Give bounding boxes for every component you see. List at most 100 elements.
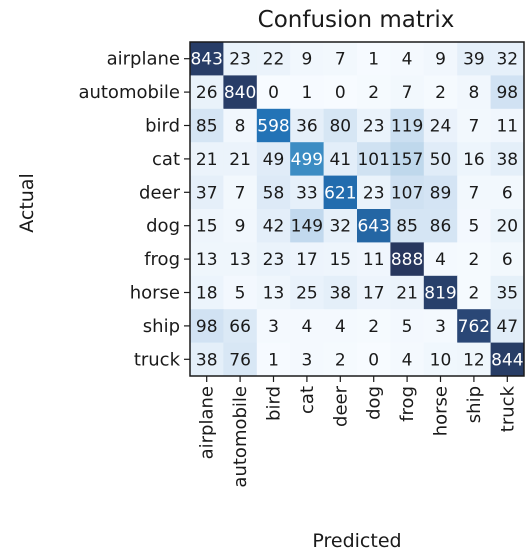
x-tick-label: frog	[397, 386, 418, 422]
x-axis-ticks: airplane automobile bird cat deer dog frog hors…	[197, 376, 518, 488]
cell-value-label: 39	[463, 50, 485, 70]
heatmap-cell	[323, 75, 358, 110]
cell-value-label: 13	[196, 250, 218, 270]
cell-value-label: 16	[463, 150, 485, 170]
y-axis-ticks: airplane automobile bird cat deer dog frog hors…	[78, 49, 190, 370]
cell-value-label: 38	[329, 284, 351, 304]
cell-value-label: 80	[329, 117, 351, 137]
heatmap-cell	[357, 75, 391, 110]
heatmap-cell	[490, 142, 525, 177]
heatmap-cell	[190, 342, 224, 377]
x-tick-label: dog	[364, 386, 385, 420]
cell-value-label: 6	[502, 250, 513, 270]
heatmap-cell	[256, 242, 291, 277]
y-tick-label: ship	[143, 316, 180, 337]
cell-value-label: 98	[196, 317, 218, 337]
cell-value-label: 49	[263, 150, 285, 170]
heatmap-cell	[490, 342, 525, 377]
heatmap-cell	[323, 142, 358, 177]
heatmap-cell	[357, 108, 391, 143]
y-tick-label: airplane	[107, 49, 180, 70]
heatmap-cell	[290, 42, 325, 76]
cell-value-label: 1	[301, 83, 312, 103]
heatmap-cell	[290, 142, 325, 177]
cell-value-label: 36	[296, 117, 318, 137]
heatmap-cell	[390, 275, 425, 310]
x-tick-label: airplane	[197, 386, 218, 459]
cell-value-label: 7	[402, 83, 413, 103]
cell-value-label: 2	[335, 350, 346, 370]
heatmap-cell	[490, 175, 525, 210]
cell-value-label: 149	[291, 217, 323, 237]
cell-value-label: 21	[229, 150, 251, 170]
cell-value-label: 66	[229, 317, 251, 337]
heatmap-cells	[190, 42, 525, 377]
heatmap-cell	[256, 275, 291, 310]
heatmap-cell	[423, 242, 458, 277]
cell-value-label: 4	[435, 250, 446, 270]
heatmap-cell	[490, 242, 525, 277]
cell-value-label: 50	[430, 150, 452, 170]
cell-value-label: 23	[229, 50, 251, 70]
cell-value-label: 1	[368, 50, 379, 70]
heatmap-cell	[457, 242, 492, 277]
heatmap-cell	[423, 175, 458, 210]
cell-value-label: 20	[496, 217, 518, 237]
cell-value-label: 4	[402, 350, 413, 370]
heatmap-cell	[323, 275, 358, 310]
y-tick-label: cat	[152, 149, 180, 170]
cell-value-label: 107	[391, 183, 423, 203]
cell-value-label: 157	[391, 150, 423, 170]
cell-value-label: 15	[196, 217, 218, 237]
cell-value-label: 7	[468, 183, 479, 203]
heatmap-cell	[223, 342, 258, 377]
heatmap-cell	[423, 108, 458, 143]
cell-value-label: 37	[196, 183, 218, 203]
heatmap-cell	[423, 209, 458, 243]
cell-value-label: 2	[368, 83, 379, 103]
heatmap-cell	[223, 275, 258, 310]
heatmap-cell	[357, 209, 391, 243]
heatmap-cell	[457, 142, 492, 177]
heatmap-cell	[256, 42, 291, 76]
heatmap-cell	[490, 275, 525, 310]
heatmap-cell	[457, 309, 492, 344]
cell-value-label: 819	[424, 284, 456, 304]
y-axis-label: Actual	[16, 173, 38, 233]
cell-value-label: 24	[430, 117, 452, 137]
heatmap-cell	[190, 209, 224, 243]
cell-value-label: 0	[268, 83, 279, 103]
heatmap-cell	[223, 142, 258, 177]
x-tick-label: bird	[264, 386, 285, 421]
heatmap-cell	[256, 142, 291, 177]
heatmap-cell	[457, 342, 492, 377]
heatmap-cell	[290, 309, 325, 344]
cell-value-label: 5	[468, 217, 479, 237]
cell-value-label: 9	[435, 50, 446, 70]
heatmap-cell	[223, 309, 258, 344]
y-tick-label: truck	[134, 349, 181, 370]
cell-value-label: 17	[363, 284, 385, 304]
cell-value-label: 499	[291, 150, 323, 170]
heatmap-cell	[323, 242, 358, 277]
cell-value-label: 844	[491, 350, 523, 370]
y-tick-label: frog	[144, 249, 180, 270]
cell-value-label: 7	[235, 183, 246, 203]
cell-value-label: 2	[468, 250, 479, 270]
cell-value-label: 32	[496, 50, 518, 70]
heatmap-cell	[290, 175, 325, 210]
cell-value-label: 17	[296, 250, 318, 270]
cell-value-label: 86	[430, 217, 452, 237]
cell-value-label: 7	[335, 50, 346, 70]
heatmap-cell	[490, 108, 525, 143]
cell-value-label: 0	[335, 83, 346, 103]
cell-value-label: 35	[496, 284, 518, 304]
cell-value-label: 12	[463, 350, 485, 370]
cell-value-label: 33	[296, 183, 318, 203]
heatmap-cell	[390, 142, 425, 177]
cell-value-label: 38	[496, 150, 518, 170]
cell-value-label: 25	[296, 284, 318, 304]
heatmap-cell	[423, 142, 458, 177]
